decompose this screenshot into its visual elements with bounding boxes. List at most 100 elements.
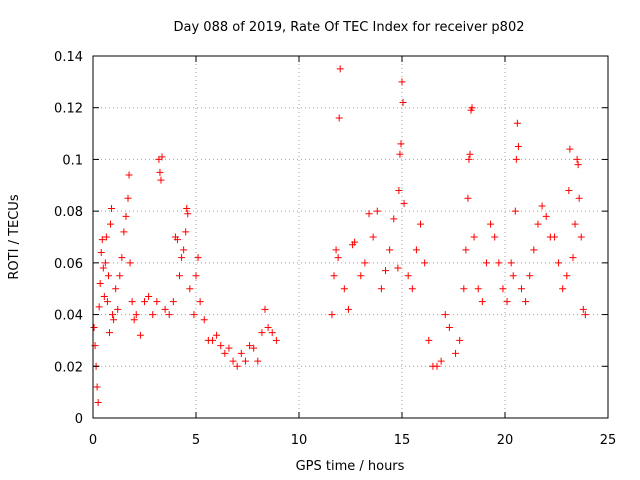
data-point-marker — [125, 171, 133, 179]
data-point-marker — [478, 298, 486, 306]
data-point-marker — [264, 324, 272, 331]
data-point-marker — [141, 298, 148, 306]
data-point-marker — [225, 344, 233, 352]
data-point-marker — [394, 264, 402, 272]
data-point-marker — [99, 264, 107, 272]
x-tick-label: 20 — [497, 433, 514, 448]
data-point-marker — [512, 155, 520, 163]
data-point-marker — [581, 311, 589, 319]
data-point-marker — [351, 238, 359, 246]
data-point-marker — [328, 311, 336, 319]
grid-lines — [93, 56, 608, 418]
data-point-marker — [542, 212, 550, 220]
data-point-marker — [258, 329, 266, 337]
data-point-marker — [217, 342, 225, 350]
data-point-marker — [357, 272, 365, 280]
data-point-marker — [103, 298, 111, 306]
data-point-marker — [482, 259, 490, 267]
data-point-marker — [534, 220, 542, 228]
data-point-marker — [229, 357, 237, 365]
data-point-marker — [268, 329, 276, 337]
data-point-marker — [365, 210, 373, 218]
data-point-marker — [550, 233, 558, 241]
data-point-marker — [156, 168, 164, 176]
data-point-marker — [565, 186, 573, 194]
data-point-marker — [513, 119, 521, 127]
data-point-marker — [108, 205, 116, 213]
data-point-marker — [437, 357, 445, 365]
data-point-marker — [145, 292, 153, 300]
data-point-marker — [241, 357, 249, 365]
data-point-marker — [575, 194, 583, 202]
data-point-marker — [340, 285, 348, 293]
data-point-marker — [233, 362, 241, 370]
data-point-marker — [404, 272, 412, 280]
data-point-marker — [157, 176, 165, 184]
chart-title: Day 088 of 2019, Rate Of TEC Index for r… — [174, 20, 525, 35]
data-point-marker — [499, 285, 507, 293]
data-point-marker — [149, 311, 157, 319]
data-point-marker — [456, 336, 464, 344]
data-point-marker — [178, 254, 186, 262]
axis-ticks — [92, 55, 609, 419]
data-point-marker — [95, 303, 103, 311]
data-point-marker — [373, 207, 381, 215]
data-point-marker — [511, 207, 519, 215]
data-point-marker — [509, 272, 517, 280]
data-point-marker — [130, 316, 138, 324]
data-point-marker — [107, 220, 115, 228]
data-point-marker — [184, 210, 192, 218]
data-point-marker — [452, 349, 460, 357]
data-point-marker — [126, 259, 134, 267]
data-point-marker — [102, 233, 110, 241]
data-point-marker — [94, 398, 102, 406]
data-point-marker — [250, 344, 258, 352]
x-tick-label: 5 — [192, 433, 200, 448]
data-point-marker — [122, 212, 130, 220]
data-point-marker — [395, 186, 403, 194]
data-point-marker — [491, 233, 499, 241]
data-point-marker — [180, 246, 188, 254]
y-tick-label: 0.06 — [54, 257, 83, 272]
data-point-marker — [396, 150, 404, 158]
data-point-marker — [503, 298, 511, 306]
data-point-marker — [98, 236, 106, 244]
y-tick-label: 0 — [75, 412, 83, 427]
data-point-marker — [200, 316, 208, 324]
data-point-marker — [555, 259, 563, 267]
y-tick-label: 0.02 — [54, 360, 83, 375]
data-point-marker — [101, 259, 109, 267]
data-point-marker — [136, 331, 144, 339]
data-point-marker — [369, 233, 377, 241]
data-point-marker — [462, 246, 470, 254]
y-tick-label: 0.04 — [54, 309, 83, 324]
data-point-marker — [208, 336, 216, 344]
data-point-marker — [124, 194, 132, 202]
data-point-marker — [433, 362, 441, 370]
data-point-marker — [400, 199, 408, 207]
data-point-marker — [158, 153, 166, 161]
data-point-marker — [186, 285, 194, 293]
x-tick-label: 15 — [394, 433, 411, 448]
data-point-marker — [161, 305, 169, 313]
data-point-marker — [190, 311, 198, 319]
data-point-marker — [495, 259, 503, 267]
data-point-marker — [361, 259, 369, 267]
x-tick-label: 25 — [600, 433, 617, 448]
data-point-marker — [530, 246, 538, 254]
data-point-marker — [194, 254, 202, 262]
data-point-marker — [110, 316, 118, 324]
axis-tick-labels: 0 5 10 15 20 25 0 0.02 0.04 0.06 0.08 0.1 0.12 0.14 — [54, 50, 616, 448]
data-point-marker — [100, 292, 108, 300]
y-tick-label: 0.14 — [54, 50, 83, 65]
x-tick-label: 10 — [291, 433, 308, 448]
data-point-marker — [412, 246, 420, 254]
data-point-marker — [397, 140, 405, 148]
x-tick-label: 0 — [89, 433, 97, 448]
data-point-marker — [487, 220, 495, 228]
data-point-marker — [132, 311, 140, 319]
data-point-marker — [468, 104, 476, 112]
data-point-marker — [559, 285, 567, 293]
data-point-marker — [112, 285, 120, 293]
data-point-marker — [408, 285, 416, 293]
